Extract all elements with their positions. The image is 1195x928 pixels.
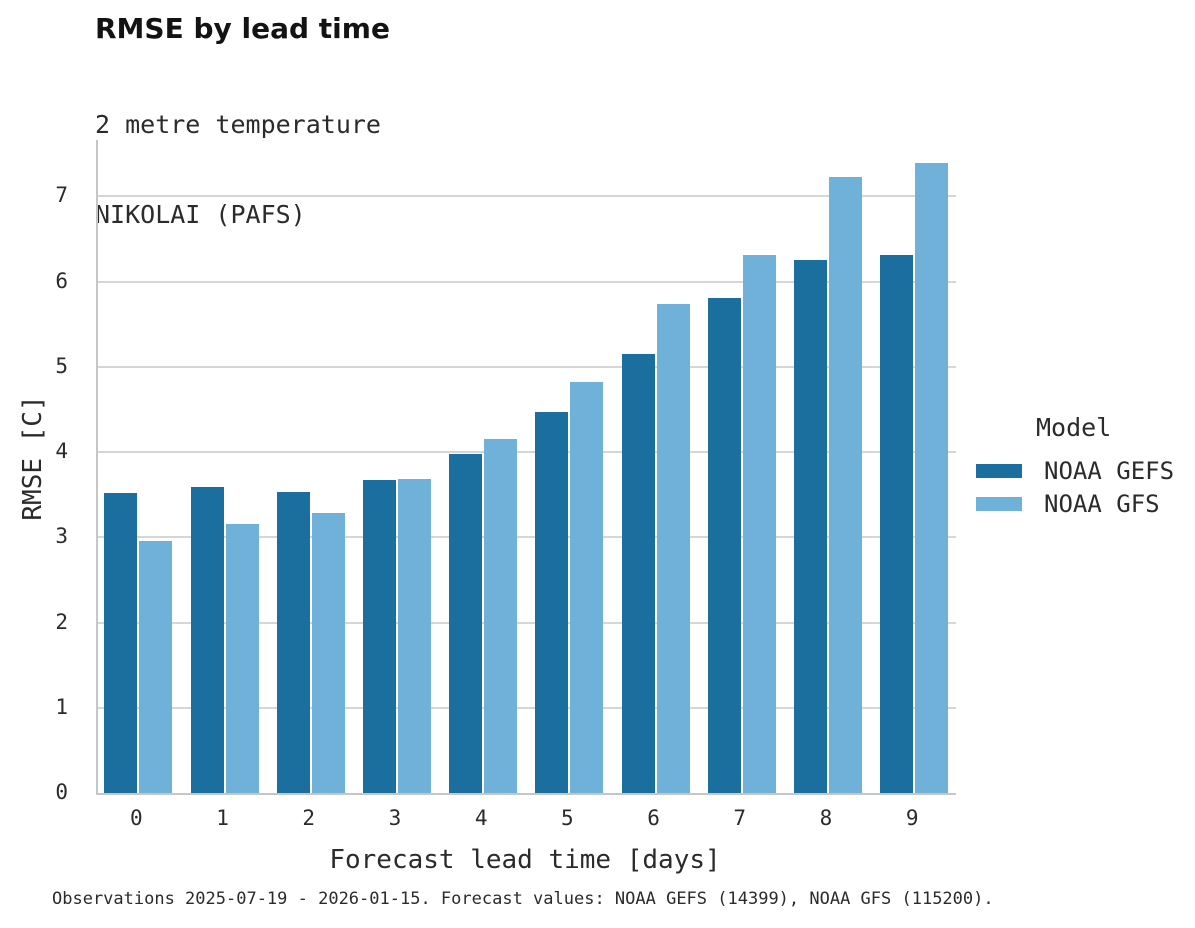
bar-noaa-gefs-lead-2: [276, 492, 310, 793]
legend-item-noaa-gfs: NOAA GFS: [976, 487, 1174, 520]
y-tick-label-5: 5: [55, 353, 68, 378]
bar-noaa-gefs-lead-4: [449, 453, 483, 793]
gridline-y-4: [98, 451, 956, 454]
plot-area: [96, 140, 956, 795]
y-axis-title: RMSE [C]: [18, 395, 48, 521]
chart-subtitle-line2: NIKOLAI (PAFS): [95, 200, 306, 229]
gridline-y-3: [98, 536, 956, 539]
gridline-y-7: [98, 195, 956, 198]
bar-noaa-gfs-lead-3: [397, 479, 431, 793]
legend-items: NOAA GEFS NOAA GFS: [976, 454, 1174, 520]
gridline-y-1: [98, 706, 956, 709]
x-axis-title: Forecast lead time [days]: [329, 845, 721, 875]
bar-noaa-gefs-lead-0: [104, 492, 138, 793]
legend-label: NOAA GEFS: [1044, 456, 1175, 485]
x-tick-label-4: 4: [474, 806, 488, 830]
bar-noaa-gefs-lead-8: [793, 260, 827, 793]
caption-note: Observations 2025-07-19 - 2026-01-15. Fo…: [52, 889, 994, 909]
legend-title: Model: [1036, 413, 1112, 442]
x-tick-label-5: 5: [561, 806, 574, 830]
y-tick-label-3: 3: [55, 524, 68, 549]
y-tick-label-4: 4: [55, 439, 68, 463]
bar-noaa-gfs-lead-9: [915, 163, 949, 793]
bar-noaa-gfs-lead-2: [311, 512, 345, 793]
bar-noaa-gefs-lead-1: [190, 486, 224, 793]
bar-noaa-gfs-lead-5: [570, 382, 604, 793]
bar-noaa-gefs-lead-6: [621, 353, 655, 793]
chart-subtitle-line1: 2 metre temperature: [95, 110, 381, 139]
x-tick-label-9: 9: [905, 806, 919, 830]
y-tick-label-2: 2: [55, 609, 68, 634]
bar-noaa-gfs-lead-0: [139, 540, 173, 793]
x-tick-label-7: 7: [733, 806, 747, 830]
bar-noaa-gfs-lead-1: [225, 524, 259, 793]
bar-noaa-gefs-lead-7: [707, 297, 741, 793]
x-tick-label-3: 3: [388, 806, 402, 830]
bar-noaa-gefs-lead-3: [362, 480, 396, 793]
y-tick-label-0: 0: [55, 780, 68, 804]
x-tick-label-6: 6: [647, 806, 660, 830]
y-tick-label-7: 7: [55, 183, 68, 208]
legend: Model NOAA GEFS NOAA GFS: [976, 413, 1174, 520]
bar-noaa-gfs-lead-6: [656, 303, 690, 793]
bar-noaa-gfs-lead-7: [742, 255, 776, 793]
gridline-y-6: [98, 280, 956, 283]
gridline-y-5: [98, 365, 956, 368]
bar-noaa-gefs-lead-5: [535, 411, 569, 793]
legend-label: NOAA GFS: [1044, 489, 1160, 518]
x-tick-label-8: 8: [819, 806, 833, 830]
legend-swatch-icon: [976, 496, 1022, 511]
chart-title: RMSE by lead time: [95, 12, 390, 45]
bar-noaa-gfs-lead-8: [828, 176, 862, 793]
x-tick-label-0: 0: [130, 806, 143, 830]
x-tick-label-1: 1: [216, 806, 229, 830]
chart-subtitle: 2 metre temperature NIKOLAI (PAFS): [95, 50, 381, 290]
bar-noaa-gfs-lead-4: [484, 439, 518, 793]
bar-noaa-gefs-lead-9: [880, 255, 914, 793]
y-tick-label-1: 1: [55, 694, 68, 719]
y-tick-label-6: 6: [55, 268, 68, 293]
legend-swatch-icon: [976, 463, 1022, 478]
x-tick-label-2: 2: [302, 806, 316, 830]
legend-item-noaa-gefs: NOAA GEFS: [976, 454, 1174, 487]
gridline-y-2: [98, 621, 956, 624]
